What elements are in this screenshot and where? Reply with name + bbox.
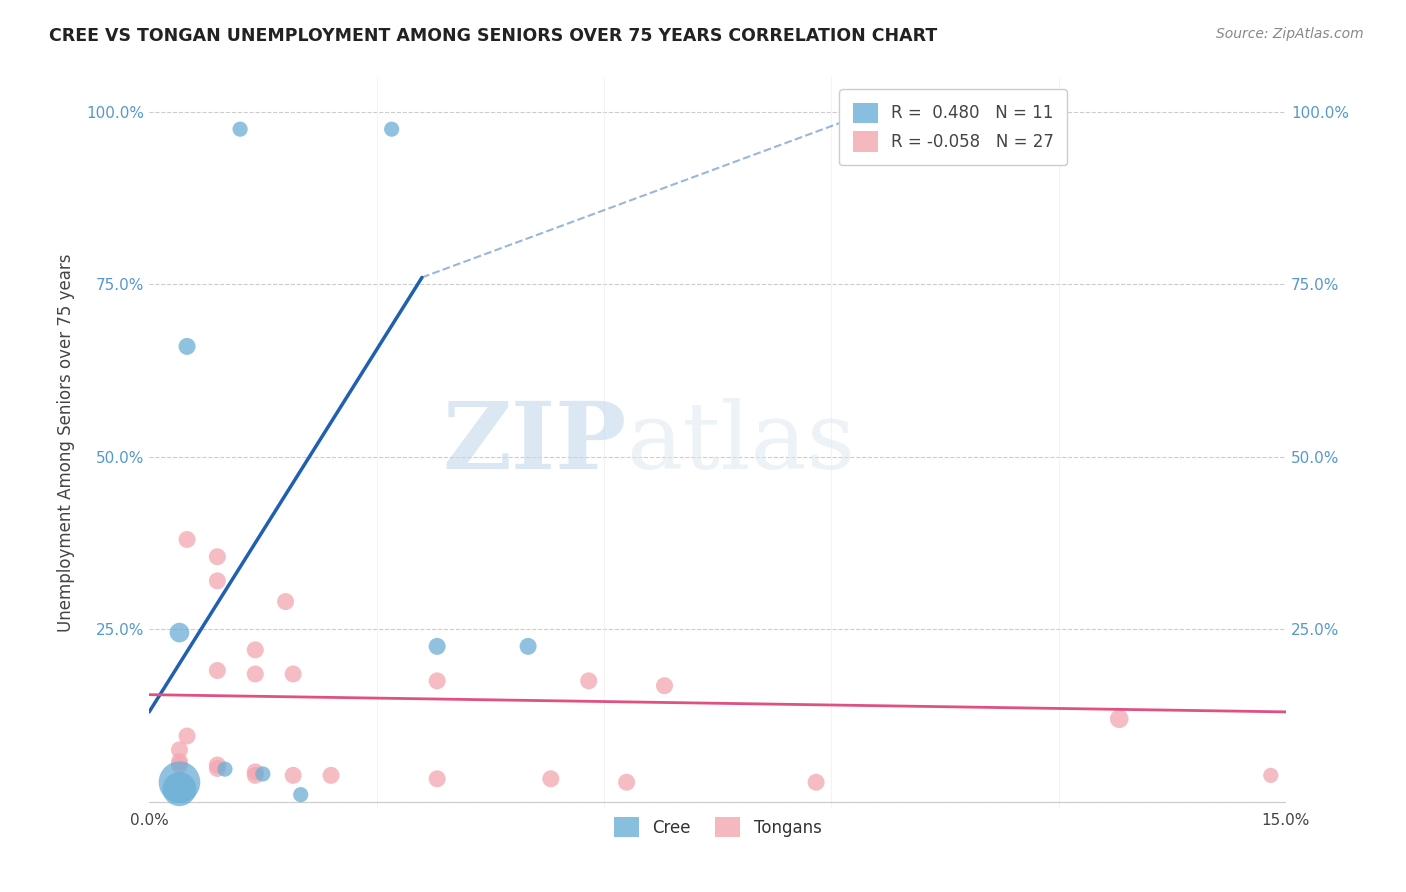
Point	[169, 775, 191, 789]
Point	[207, 664, 229, 678]
Point	[169, 743, 191, 757]
Point	[207, 549, 229, 564]
Point	[176, 339, 198, 353]
Point	[207, 761, 229, 775]
Point	[252, 767, 274, 781]
Point	[169, 782, 191, 797]
Point	[245, 768, 267, 782]
Point	[319, 768, 342, 782]
Point	[169, 755, 191, 769]
Point	[207, 758, 229, 772]
Y-axis label: Unemployment Among Seniors over 75 years: Unemployment Among Seniors over 75 years	[58, 253, 75, 632]
Legend: Cree, Tongans: Cree, Tongans	[607, 810, 828, 844]
Text: Source: ZipAtlas.com: Source: ZipAtlas.com	[1216, 27, 1364, 41]
Point	[229, 122, 252, 136]
Point	[290, 788, 312, 802]
Point	[804, 775, 827, 789]
Text: CREE VS TONGAN UNEMPLOYMENT AMONG SENIORS OVER 75 YEARS CORRELATION CHART: CREE VS TONGAN UNEMPLOYMENT AMONG SENIOR…	[49, 27, 938, 45]
Point	[517, 640, 540, 654]
Point	[169, 758, 191, 772]
Point	[281, 667, 304, 681]
Point	[207, 574, 229, 588]
Point	[1260, 768, 1282, 782]
Point	[176, 533, 198, 547]
Point	[1108, 712, 1130, 726]
Point	[281, 768, 304, 782]
Text: atlas: atlas	[627, 398, 856, 488]
Point	[274, 594, 297, 608]
Point	[245, 643, 267, 657]
Point	[214, 762, 236, 776]
Point	[426, 772, 449, 786]
Point	[578, 673, 600, 688]
Point	[245, 667, 267, 681]
Point	[381, 122, 404, 136]
Point	[426, 640, 449, 654]
Point	[169, 625, 191, 640]
Point	[176, 729, 198, 743]
Point	[654, 679, 676, 693]
Point	[616, 775, 638, 789]
Point	[540, 772, 562, 786]
Point	[245, 764, 267, 779]
Point	[426, 673, 449, 688]
Text: ZIP: ZIP	[443, 398, 627, 488]
